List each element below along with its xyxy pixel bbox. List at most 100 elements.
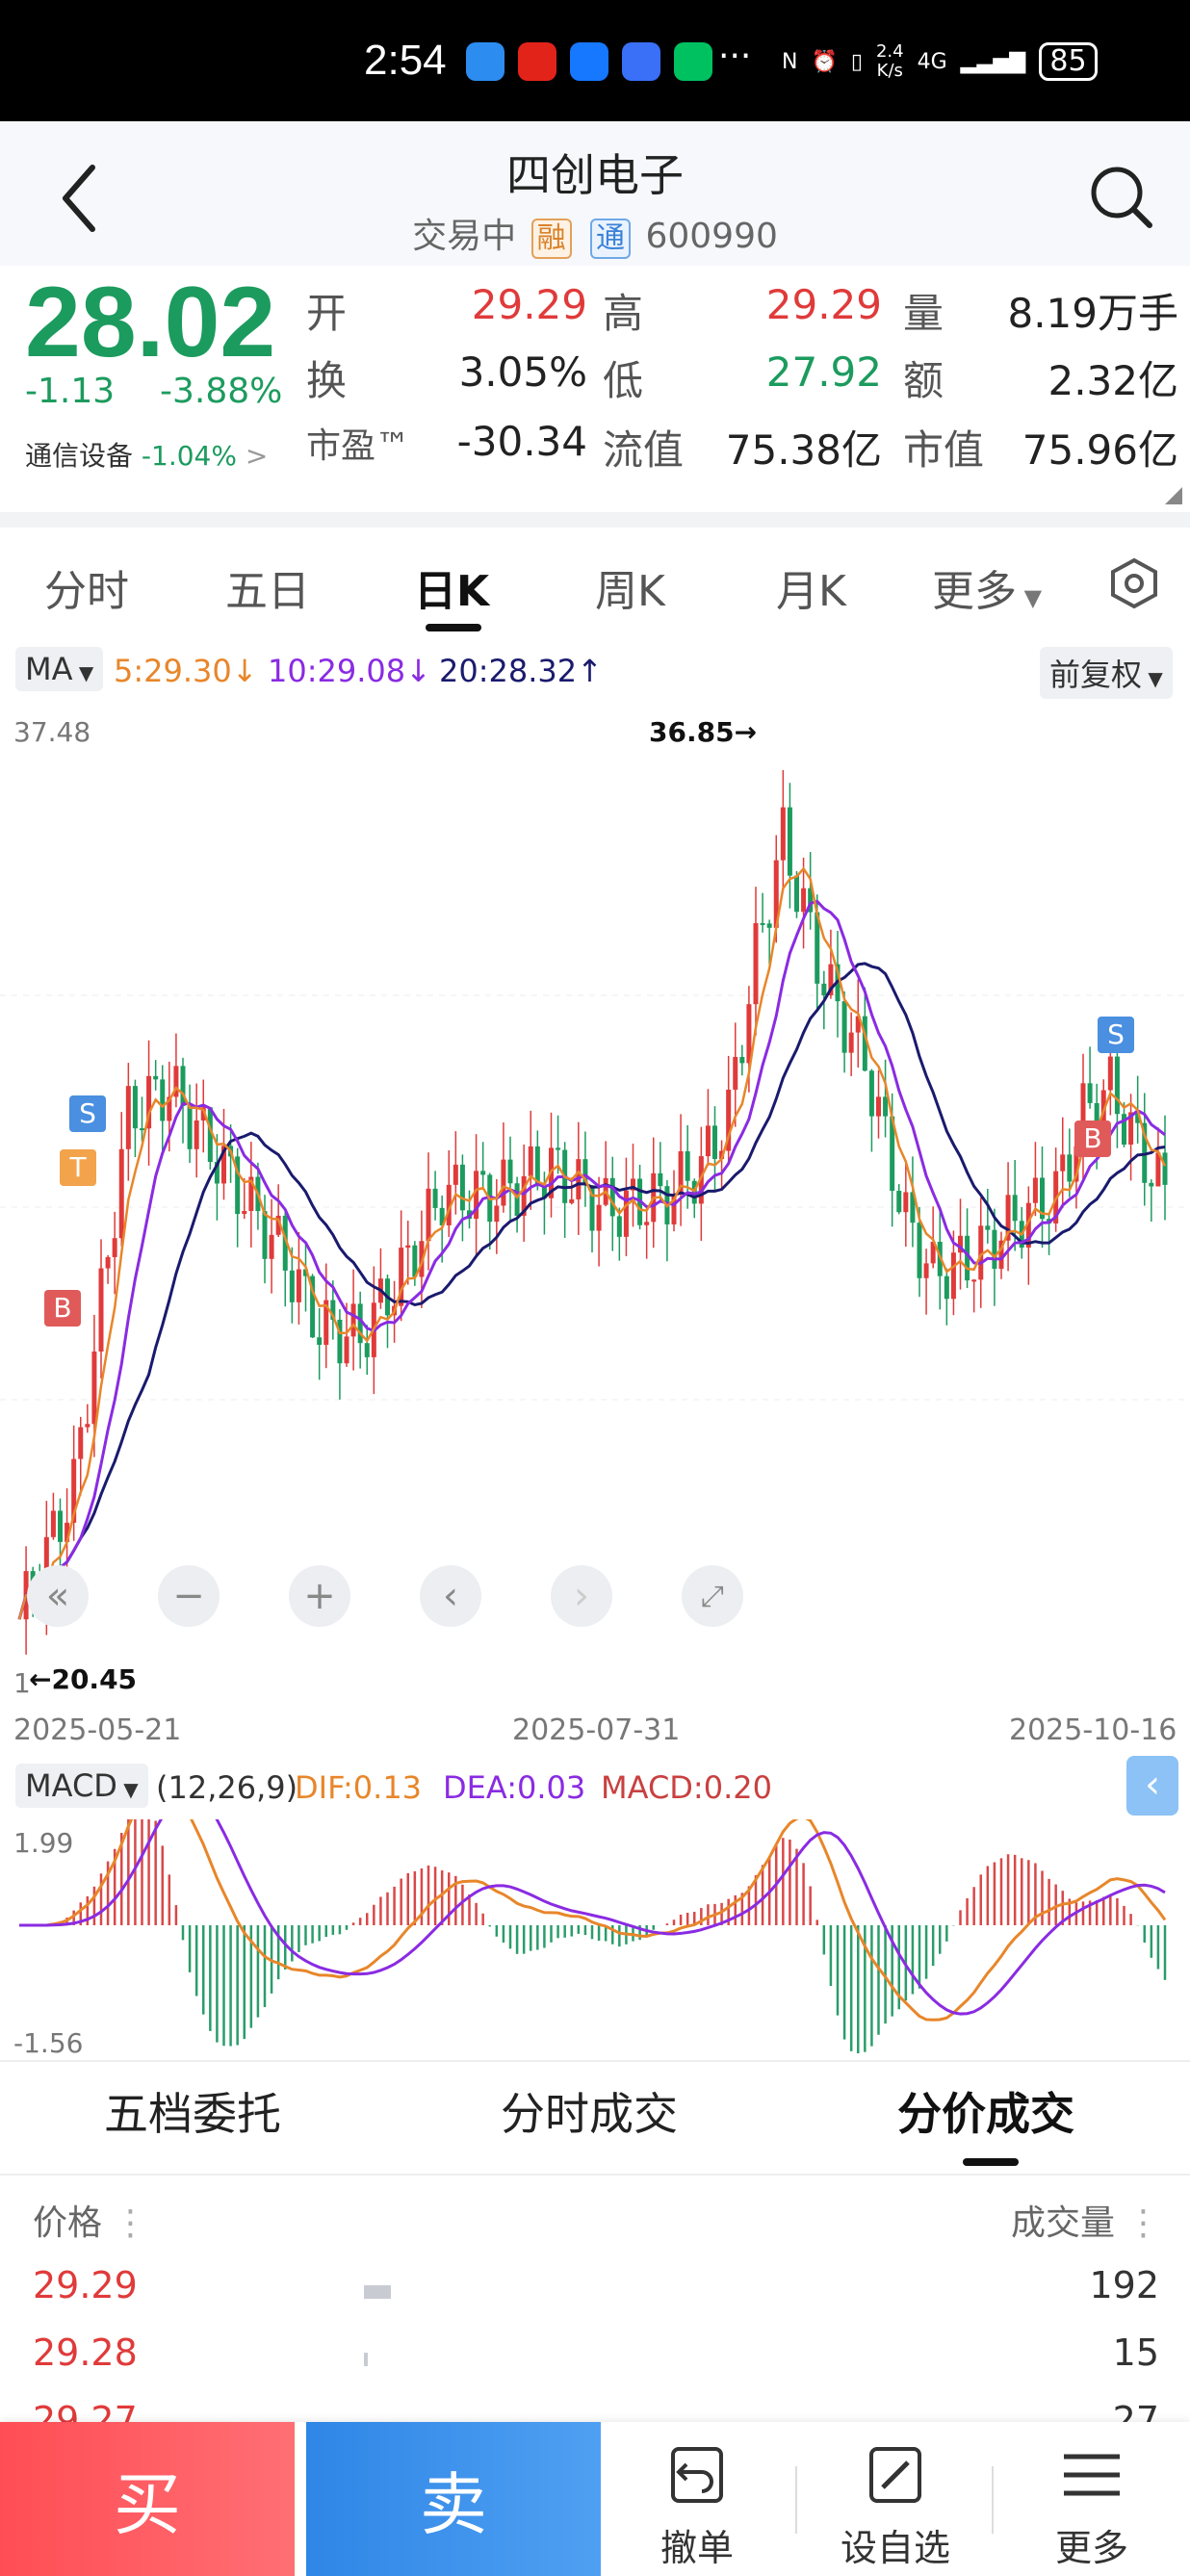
buy-signal-marker[interactable]: B — [44, 1290, 81, 1327]
sector-link[interactable]: 通信设备 -1.04% > — [25, 440, 269, 472]
price-change: -1.13 — [25, 372, 116, 411]
minus-icon: − — [172, 1574, 205, 1618]
buy-signal-marker[interactable]: B — [1074, 1121, 1111, 1157]
stock-header: 四创电子 交易中 融 通 600990 — [0, 121, 1190, 266]
candle-body — [855, 1016, 861, 1033]
cancel-order-button[interactable]: 撤单 — [601, 2441, 793, 2571]
macd-params: (12,26,9) — [156, 1769, 298, 1806]
candle-body — [350, 1303, 356, 1337]
signal-icon: ▂▃▅▇ — [960, 49, 1026, 74]
fullscreen-button[interactable]: ⤢ — [682, 1565, 743, 1627]
candle-body — [868, 1070, 874, 1117]
candle-body — [357, 1303, 363, 1344]
sell-signal-marker[interactable]: S — [1098, 1017, 1134, 1053]
min-price-label: ←20.45 — [29, 1663, 138, 1695]
macd-selector[interactable]: MACD ▼ — [15, 1764, 148, 1808]
candlestick-chart[interactable] — [0, 707, 1190, 1708]
tab-tick-trades[interactable]: 分时成交 — [501, 2088, 678, 2140]
ma10-line — [17, 899, 1166, 1620]
candle-body — [412, 1245, 418, 1277]
status-time: 2:54 — [364, 37, 447, 84]
price-volume-header: 价格 ⋮ 成交量 ⋮ — [0, 2187, 1190, 2245]
back-arrow-icon[interactable] — [56, 160, 104, 237]
price-column-header[interactable]: 价格 ⋮ — [33, 2203, 148, 2243]
candle-body — [582, 1159, 588, 1186]
video-app-icon — [674, 42, 712, 81]
tab-price-volume[interactable]: 分价成交 — [897, 2088, 1074, 2140]
settings-hexagon-icon[interactable] — [1107, 556, 1161, 610]
search-icon[interactable] — [1086, 162, 1155, 231]
candle-body — [105, 1256, 111, 1269]
dea-line — [19, 1819, 1166, 2016]
candle-body — [896, 1191, 902, 1213]
t-signal-marker[interactable]: T — [60, 1149, 96, 1186]
candle-body — [167, 1096, 172, 1121]
candle-body — [841, 1001, 847, 1053]
candle-body — [180, 1066, 186, 1107]
macd-chart[interactable] — [0, 1819, 1190, 2060]
pe-value: -30.34 — [456, 418, 587, 465]
candle-body — [733, 1056, 738, 1090]
add-watchlist-button[interactable]: 设自选 — [799, 2441, 992, 2571]
section-divider — [0, 512, 1190, 528]
ma-selector[interactable]: MA ▼ — [15, 647, 104, 691]
candle-body — [998, 1240, 1004, 1270]
sell-signal-marker[interactable]: S — [69, 1095, 106, 1132]
tab-daily-k[interactable]: 日K — [414, 567, 490, 616]
active-tab-indicator — [963, 2158, 1019, 2166]
battery-icon: 85 — [1039, 42, 1098, 81]
candle-body — [950, 1252, 956, 1300]
candle-body — [432, 1188, 438, 1208]
zoom-in-button[interactable]: + — [289, 1565, 350, 1627]
tab-weekly-k[interactable]: 周K — [595, 567, 665, 616]
section-divider — [0, 2174, 1190, 2176]
collapse-indicator-button[interactable]: ‹ — [1126, 1756, 1178, 1816]
candle-body — [480, 1171, 486, 1175]
macd-indicator-bar: MACD ▼ (12,26,9) DIF:0.13 DEA:0.03 MACD:… — [0, 1756, 1190, 1817]
tab-intraday[interactable]: 分时 — [44, 567, 129, 616]
volume-column-header[interactable]: 成交量 ⋮ — [1011, 2203, 1161, 2243]
zoom-out-button[interactable]: − — [158, 1565, 220, 1627]
candle-body — [501, 1159, 506, 1206]
sell-button[interactable]: 卖 — [306, 2422, 601, 2576]
expand-corner-icon[interactable] — [1165, 487, 1182, 504]
amount-value: 2.32亿 — [1048, 357, 1178, 404]
tab-monthly-k[interactable]: 月K — [776, 567, 846, 616]
candle-body — [923, 1263, 929, 1278]
candle-body — [262, 1211, 268, 1259]
tab-more[interactable]: 更多 ▼ — [932, 567, 1043, 616]
chevron-right-icon: > — [245, 440, 269, 472]
volume-bar — [364, 2353, 368, 2366]
tab-order-book[interactable]: 五档委托 — [104, 2088, 281, 2140]
scroll-right-button[interactable]: › — [551, 1565, 612, 1627]
date-mid: 2025-07-31 — [512, 1713, 681, 1747]
trading-status: 交易中 — [412, 217, 517, 256]
amount-label: 额 — [903, 357, 944, 404]
candle-body — [125, 1086, 131, 1149]
candle-body — [242, 1211, 247, 1215]
adjust-selector[interactable]: 前复权 ▼ — [1040, 647, 1173, 699]
candle-body — [644, 1222, 650, 1225]
candle-body — [965, 1235, 970, 1281]
message-app-icon — [466, 42, 504, 81]
section-divider — [0, 2060, 1190, 2062]
date-end: 2025-10-16 — [1009, 1713, 1177, 1747]
macd-dif: DIF:0.13 — [295, 1769, 423, 1806]
rewind-button[interactable]: « — [27, 1565, 89, 1627]
connect-tag[interactable]: 通 — [590, 219, 632, 259]
candle-body — [173, 1066, 179, 1097]
period-tabs: 分时 五日 日K 周K 月K 更多 ▼ — [0, 528, 1190, 633]
market-cap-value: 75.96亿 — [1022, 426, 1178, 474]
candle-body — [474, 1171, 479, 1220]
ma-indicator-bar: MA ▼ 5:29.30↓ 10:29.08↓ 20:28.32↑ 前复权 ▼ — [0, 639, 1190, 707]
candle-body — [323, 1300, 329, 1345]
ma20-value: 20:28.32↑ — [439, 653, 603, 689]
candle-body — [534, 1146, 540, 1187]
candle-body — [862, 1016, 867, 1071]
tab-five-day[interactable]: 五日 — [225, 567, 310, 616]
scroll-left-button[interactable]: ‹ — [420, 1565, 481, 1627]
buy-button[interactable]: 买 — [0, 2422, 295, 2576]
margin-tag[interactable]: 融 — [530, 219, 572, 259]
price-change-pct: -3.88% — [160, 372, 283, 411]
more-button[interactable]: 更多 — [996, 2441, 1188, 2571]
